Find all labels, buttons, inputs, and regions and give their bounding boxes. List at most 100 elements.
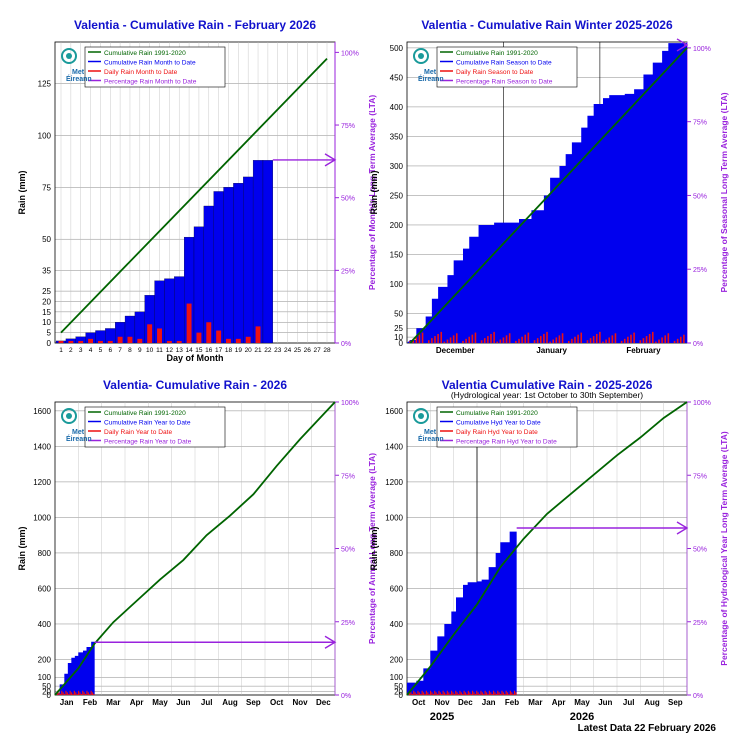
daily-bar <box>117 336 123 343</box>
y-tick-label: 20 <box>394 687 403 696</box>
y-tick-label: 200 <box>38 655 52 664</box>
y2-tick-label: 75% <box>341 473 355 480</box>
cumulative-bar <box>164 278 175 344</box>
daily-bar <box>147 324 153 343</box>
cumulative-area <box>407 528 517 695</box>
daily-bar <box>216 330 222 343</box>
x-tick-label: 8 <box>128 347 132 354</box>
legend-entry: Daily Rain Hyd Year to Date <box>456 429 538 436</box>
legend-entry: Daily Rain Season to Date <box>456 69 534 76</box>
legend-box <box>84 46 226 88</box>
legend-entry: Percentage Rain Hyd Year to Date <box>456 439 557 446</box>
y-tick-label: 1000 <box>385 513 403 522</box>
met-eireann-logo-core <box>418 413 424 419</box>
x-tick-label: February <box>626 346 661 355</box>
y-tick-label: 1600 <box>33 407 51 416</box>
cumulative-bar <box>243 176 254 344</box>
y-tick-label: 400 <box>38 620 52 629</box>
y-axis-label: Rain (mm) <box>17 526 27 570</box>
y-tick-label: 600 <box>38 584 52 593</box>
legend-entry: Cumulative Rain 1991-2020 <box>456 410 538 417</box>
y2-tick-label: 75% <box>693 473 707 480</box>
lta-line <box>409 47 688 344</box>
legend-box <box>84 406 226 448</box>
y2-axis-label: Percentage of Monthly Long Term Average … <box>367 95 377 291</box>
year-label: 2026 <box>570 711 594 723</box>
x-tick-label: 15 <box>195 347 203 354</box>
y2-tick-label: 100% <box>693 400 711 407</box>
x-tick-label: 10 <box>146 347 154 354</box>
daily-bar <box>137 338 143 343</box>
y2-tick-label: 50% <box>341 547 355 554</box>
x-tick-label: 11 <box>156 347 163 354</box>
lta-line <box>60 57 328 334</box>
x-tick-label: Feb <box>505 698 519 707</box>
daily-bar <box>157 328 162 343</box>
cumulative-bar <box>134 311 145 344</box>
x-tick-label: May <box>152 698 168 707</box>
lta-line <box>54 401 336 696</box>
x-tick-label: 7 <box>118 347 122 354</box>
logo-text-eireann: Éireann <box>418 434 444 443</box>
logo-text-eireann: Éireann <box>66 434 92 443</box>
chart-title: Valentia - Cumulative Rain Winter 2025-2… <box>421 18 673 32</box>
y-tick-label: 15 <box>42 308 51 317</box>
y2-tick-label: 25% <box>693 267 707 274</box>
x-tick-label: Nov <box>292 698 308 707</box>
y-tick-label: 35 <box>42 266 51 275</box>
daily-bar <box>78 340 84 343</box>
y-tick-label: 0 <box>399 339 404 348</box>
y-tick-label: 20 <box>42 687 51 696</box>
y2-tick-label: 0% <box>693 693 703 700</box>
y-tick-label: 600 <box>390 584 404 593</box>
cumulative-bar <box>193 226 205 344</box>
y-tick-label: 350 <box>390 132 404 141</box>
x-tick-label: Mar <box>528 698 542 707</box>
logo-text-met: Met <box>72 429 85 436</box>
y2-axis-label: Percentage of Seasonal Long Term Average… <box>719 92 729 292</box>
y-tick-label: 1400 <box>33 442 51 451</box>
percent-arrowhead <box>324 153 337 167</box>
cumulative-bar <box>262 160 273 344</box>
y-tick-label: 25 <box>394 324 403 333</box>
logo-text-met: Met <box>424 69 437 76</box>
met-eireann-logo-icon <box>61 408 77 424</box>
x-tick-label: 14 <box>185 347 193 354</box>
y-tick-label: 0 <box>399 691 404 700</box>
x-tick-label: 3 <box>79 347 83 354</box>
y-tick-label: 100 <box>38 673 52 682</box>
y2-tick-label: 50% <box>341 196 355 203</box>
y-tick-label: 10 <box>42 318 51 327</box>
legend-entry: Daily Rain Month to Date <box>104 69 178 76</box>
logo-text-met: Met <box>424 429 437 436</box>
x-tick-label: 28 <box>323 347 331 354</box>
y-tick-label: 150 <box>390 250 404 259</box>
legend-entry: Cumulative Hyd Year to Date <box>456 420 541 427</box>
y2-tick-label: 100% <box>341 50 359 57</box>
chart-subtitle: (Hydrological year: 1st October to 30th … <box>451 390 643 400</box>
chart-title: Valentia Cumulative Rain - 2025-2026 <box>442 378 653 392</box>
x-tick-label: 17 <box>215 347 223 354</box>
y-tick-label: 400 <box>390 620 404 629</box>
y2-tick-label: 0% <box>341 341 351 348</box>
x-tick-label: 6 <box>108 347 112 354</box>
y-tick-label: 50 <box>394 309 403 318</box>
met-eireann-logo-icon <box>413 48 429 64</box>
daily-bar <box>176 340 182 343</box>
x-tick-label: 19 <box>235 347 243 354</box>
y-tick-label: 50 <box>42 682 51 691</box>
percent-arrowhead <box>324 635 337 649</box>
y2-tick-label: 75% <box>341 123 355 130</box>
x-axis-label: Day of Month <box>167 353 224 363</box>
met-eireann-logo-icon <box>61 48 77 64</box>
y2-tick-label: 25% <box>693 620 707 627</box>
x-tick-label: Sep <box>246 698 261 707</box>
daily-bar <box>166 340 172 343</box>
x-tick-label: December <box>436 346 475 355</box>
y-tick-label: 1600 <box>385 407 403 416</box>
x-tick-label: 2 <box>69 347 73 354</box>
legend-entry: Cumulative Rain Year to Date <box>104 420 191 427</box>
